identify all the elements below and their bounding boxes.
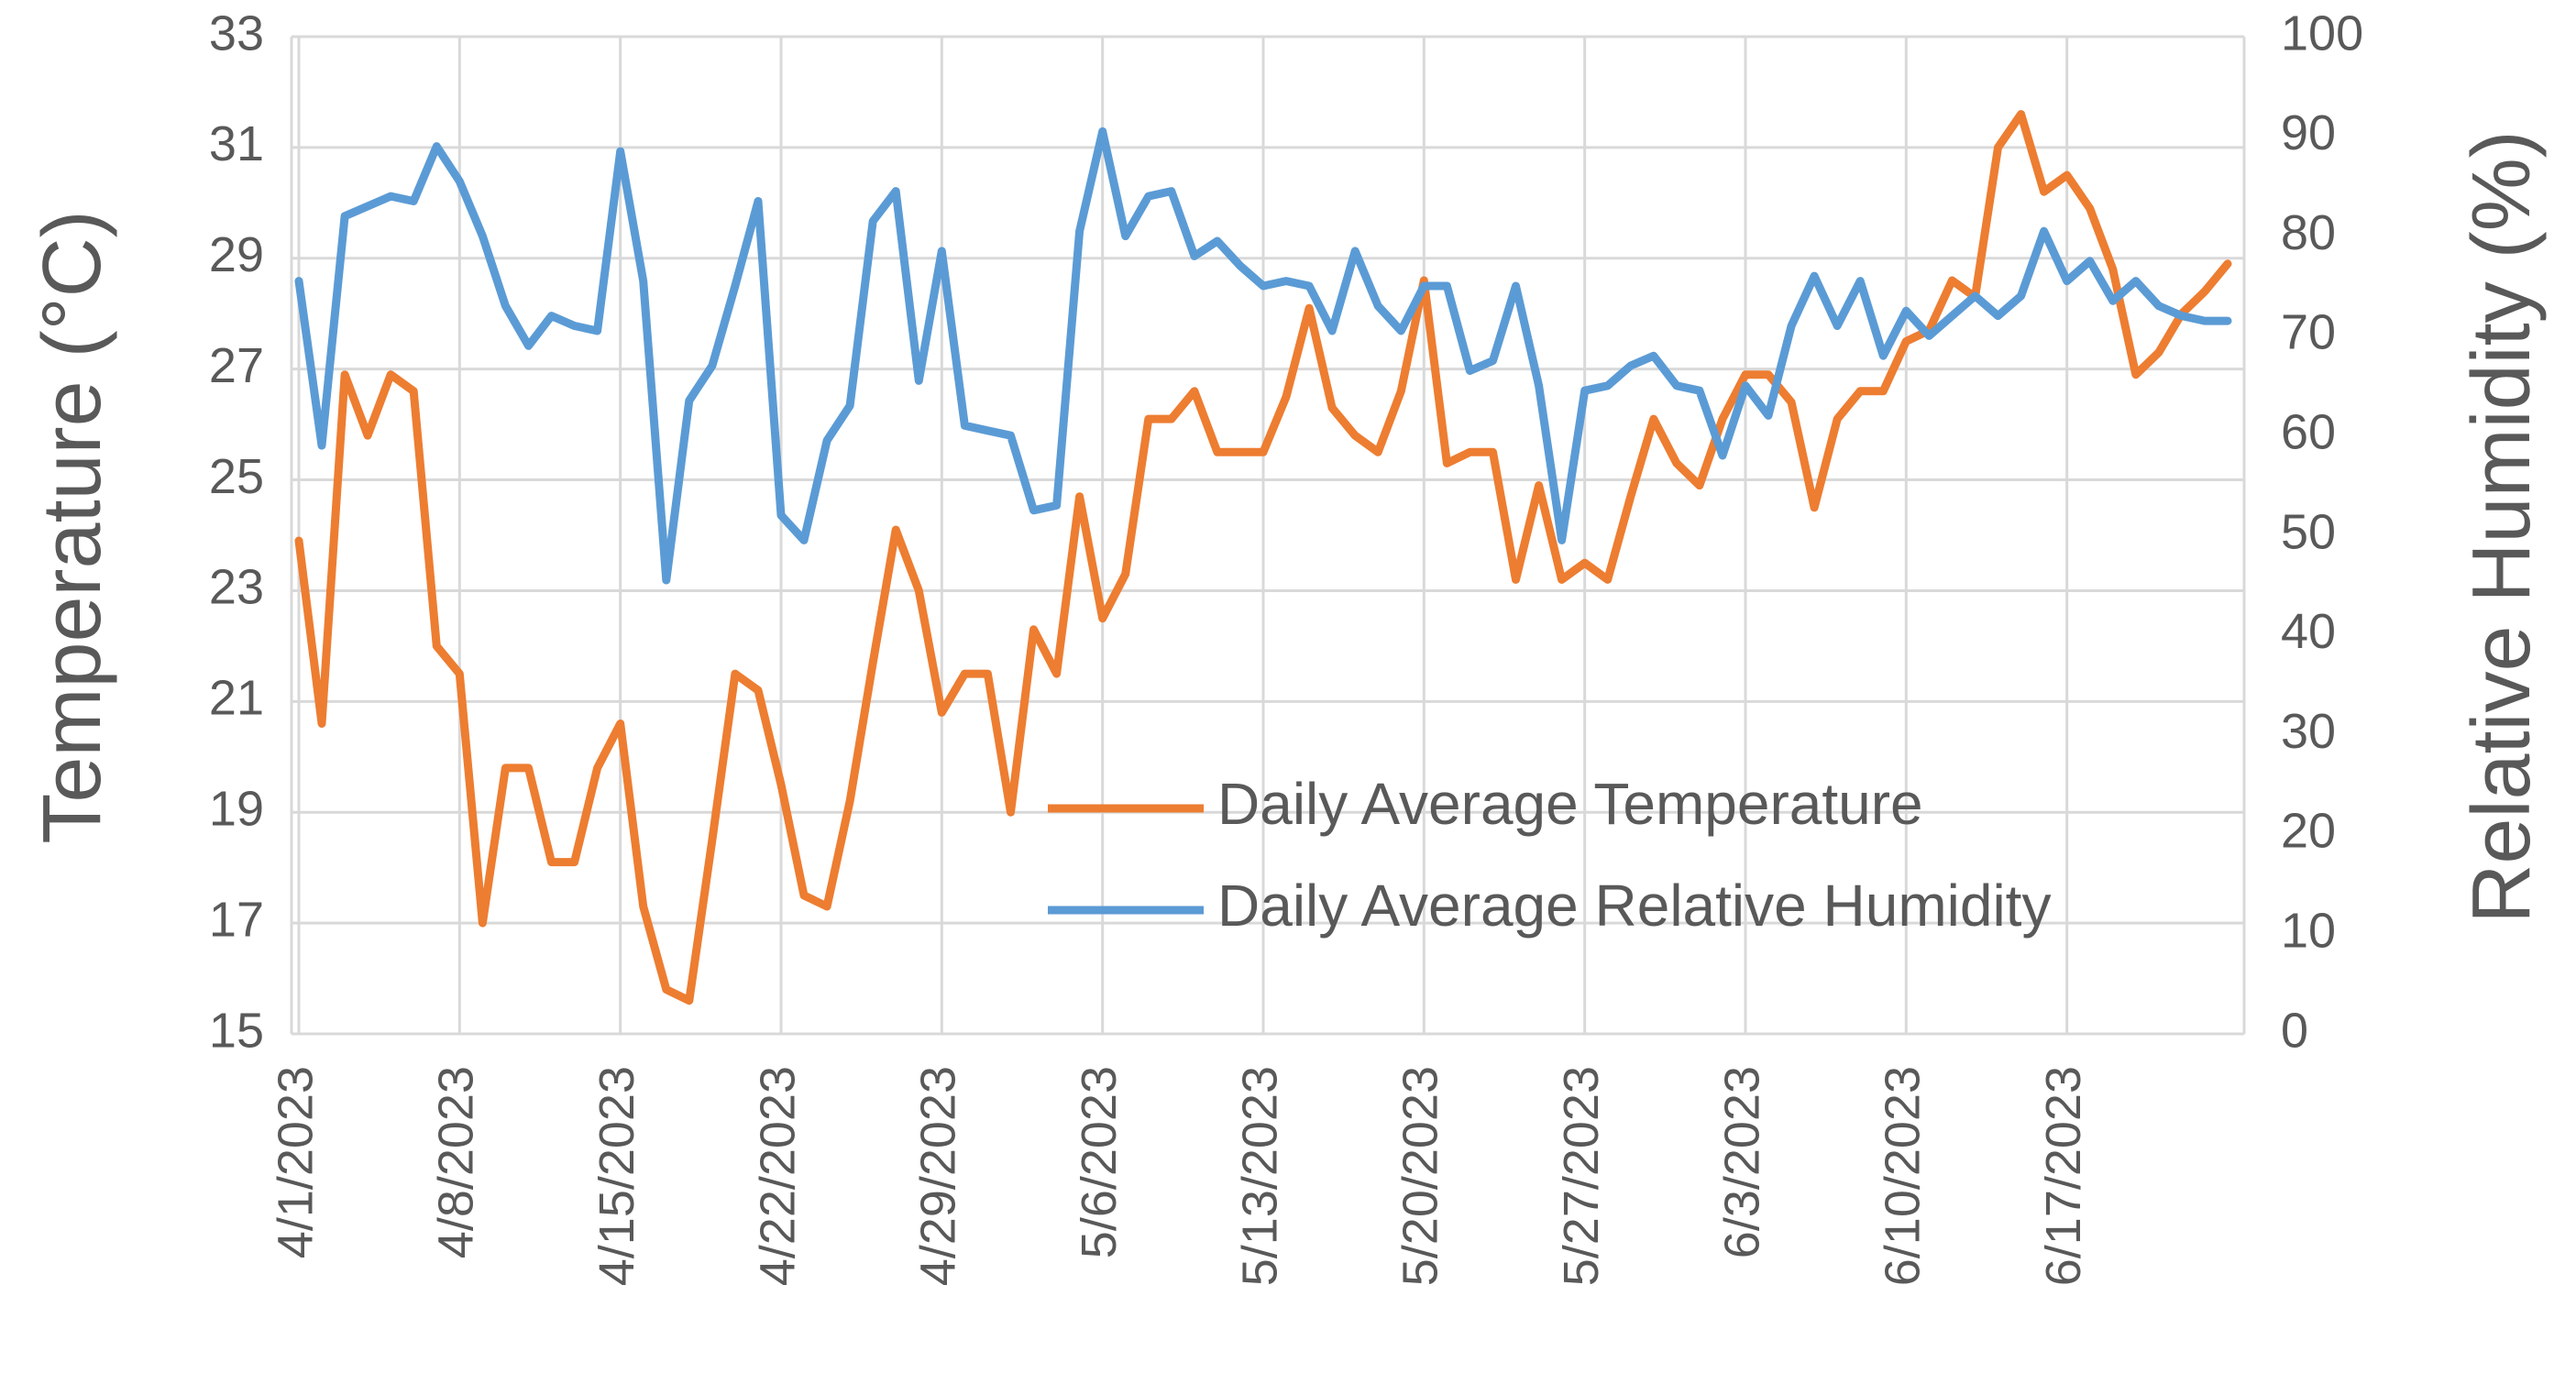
left-y-axis-ticks: 15 17 19 21 23 25 27 29 31 33 bbox=[209, 5, 264, 1058]
left-tick-label: 19 bbox=[209, 781, 264, 836]
left-tick-label: 31 bbox=[209, 116, 264, 171]
x-tick-label: 4/1/2023 bbox=[268, 1066, 323, 1258]
right-tick-label: 0 bbox=[2281, 1003, 2308, 1058]
left-tick-label: 21 bbox=[209, 671, 264, 726]
legend-label-humidity: Daily Average Relative Humidity bbox=[1217, 873, 2051, 939]
x-tick-label: 6/17/2023 bbox=[2036, 1066, 2091, 1286]
x-tick-label: 4/15/2023 bbox=[589, 1066, 644, 1286]
left-tick-label: 27 bbox=[209, 338, 264, 393]
right-tick-label: 20 bbox=[2281, 804, 2336, 859]
legend: Daily Average Temperature Daily Average … bbox=[1048, 771, 2051, 939]
right-tick-label: 50 bbox=[2281, 504, 2336, 559]
right-tick-label: 60 bbox=[2281, 404, 2336, 459]
series-lines bbox=[294, 110, 2232, 1005]
right-tick-label: 90 bbox=[2281, 105, 2336, 160]
left-tick-label: 17 bbox=[209, 892, 264, 947]
x-tick-label: 4/29/2023 bbox=[911, 1066, 966, 1286]
x-tick-label: 5/6/2023 bbox=[1072, 1066, 1127, 1258]
legend-label-temperature: Daily Average Temperature bbox=[1217, 771, 1923, 837]
x-tick-label: 6/3/2023 bbox=[1714, 1066, 1769, 1258]
left-tick-label: 15 bbox=[209, 1003, 264, 1058]
right-y-axis-ticks: 0 10 20 30 40 50 60 70 80 90 100 bbox=[2281, 5, 2363, 1058]
x-tick-label: 5/13/2023 bbox=[1232, 1066, 1287, 1286]
right-tick-label: 40 bbox=[2281, 604, 2336, 659]
left-tick-label: 33 bbox=[209, 5, 264, 60]
left-axis-title: Temperature (°C) bbox=[27, 210, 118, 843]
x-tick-label: 4/8/2023 bbox=[429, 1066, 484, 1258]
left-tick-label: 25 bbox=[209, 449, 264, 504]
right-tick-label: 10 bbox=[2281, 903, 2336, 958]
right-axis-title: Relative Humidity (%) bbox=[2456, 130, 2548, 923]
right-tick-label: 80 bbox=[2281, 205, 2336, 260]
x-axis-ticks: 4/1/2023 4/8/2023 4/15/2023 4/22/2023 4/29/2… bbox=[268, 1066, 2091, 1286]
humidity-series-line bbox=[294, 126, 2232, 585]
gridlines bbox=[290, 35, 2246, 1036]
x-tick-label: 4/22/2023 bbox=[750, 1066, 805, 1286]
temperature-series-line bbox=[294, 110, 2232, 1005]
right-tick-label: 70 bbox=[2281, 305, 2336, 360]
x-tick-label: 6/10/2023 bbox=[1876, 1066, 1931, 1286]
x-tick-label: 5/27/2023 bbox=[1554, 1066, 1609, 1286]
right-tick-label: 30 bbox=[2281, 704, 2336, 759]
left-tick-label: 23 bbox=[209, 560, 264, 615]
x-tick-label: 5/20/2023 bbox=[1393, 1066, 1448, 1286]
right-tick-label: 100 bbox=[2281, 5, 2363, 60]
left-tick-label: 29 bbox=[209, 227, 264, 282]
